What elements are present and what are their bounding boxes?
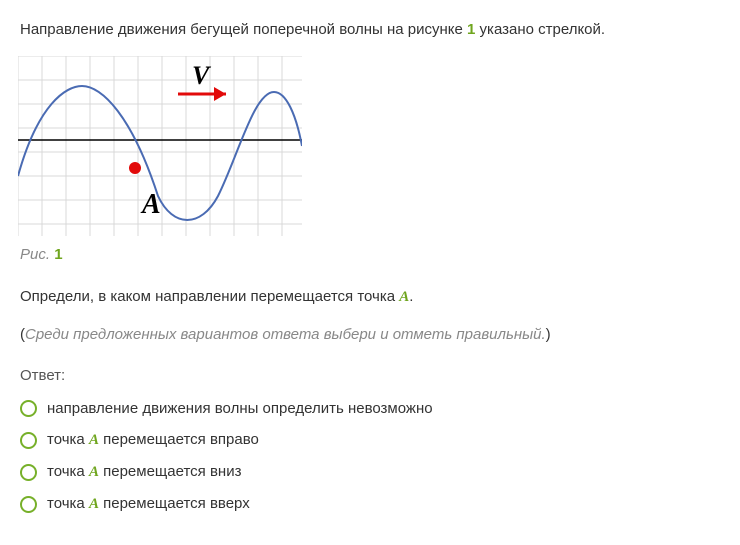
radio-icon[interactable]	[20, 400, 37, 417]
option-suffix: перемещается вправо	[99, 431, 259, 448]
radio-icon[interactable]	[20, 432, 37, 449]
svg-text:A: A	[140, 189, 161, 220]
radio-icon[interactable]	[20, 496, 37, 513]
option-point: A	[89, 432, 99, 448]
option-text: точка A перемещается вправо	[47, 431, 259, 449]
option-suffix: перемещается вниз	[99, 463, 242, 480]
caption-number: 1	[54, 246, 62, 263]
option-text: точка A перемещается вверх	[47, 495, 250, 513]
option-0[interactable]: направление движения волны определить не…	[20, 400, 720, 417]
question-point: A	[399, 289, 409, 305]
question-suffix: .	[409, 288, 413, 305]
options-list: направление движения волны определить не…	[20, 400, 720, 513]
wave-figure: VA	[18, 56, 720, 240]
question-text: Определи, в каком направлении перемещает…	[20, 285, 720, 309]
radio-icon[interactable]	[20, 464, 37, 481]
option-2[interactable]: точка A перемещается вниз	[20, 463, 720, 481]
option-3[interactable]: точка A перемещается вверх	[20, 495, 720, 513]
caption-prefix: Рис.	[20, 246, 54, 263]
wave-svg: VA	[18, 56, 302, 236]
option-point: A	[89, 464, 99, 480]
option-prefix: точка	[47, 431, 89, 448]
option-prefix: направление движения волны определить не…	[47, 400, 433, 417]
option-text: направление движения волны определить не…	[47, 400, 433, 417]
svg-text:V: V	[192, 61, 212, 90]
intro-prefix: Направление движения бегущей поперечной …	[20, 21, 467, 38]
option-prefix: точка	[47, 495, 89, 512]
option-suffix: перемещается вверх	[99, 495, 250, 512]
answer-label: Ответ:	[20, 367, 720, 384]
option-text: точка A перемещается вниз	[47, 463, 241, 481]
option-point: A	[89, 496, 99, 512]
option-prefix: точка	[47, 463, 89, 480]
instruction-inner: Среди предложенных вариантов ответа выбе…	[25, 326, 546, 343]
intro-text: Направление движения бегущей поперечной …	[20, 18, 720, 42]
instruction-text: (Среди предложенных вариантов ответа выб…	[20, 323, 720, 347]
intro-suffix: указано стрелкой.	[475, 21, 605, 38]
option-1[interactable]: точка A перемещается вправо	[20, 431, 720, 449]
figure-caption: Рис. 1	[20, 246, 720, 263]
question-prefix: Определи, в каком направлении перемещает…	[20, 288, 399, 305]
